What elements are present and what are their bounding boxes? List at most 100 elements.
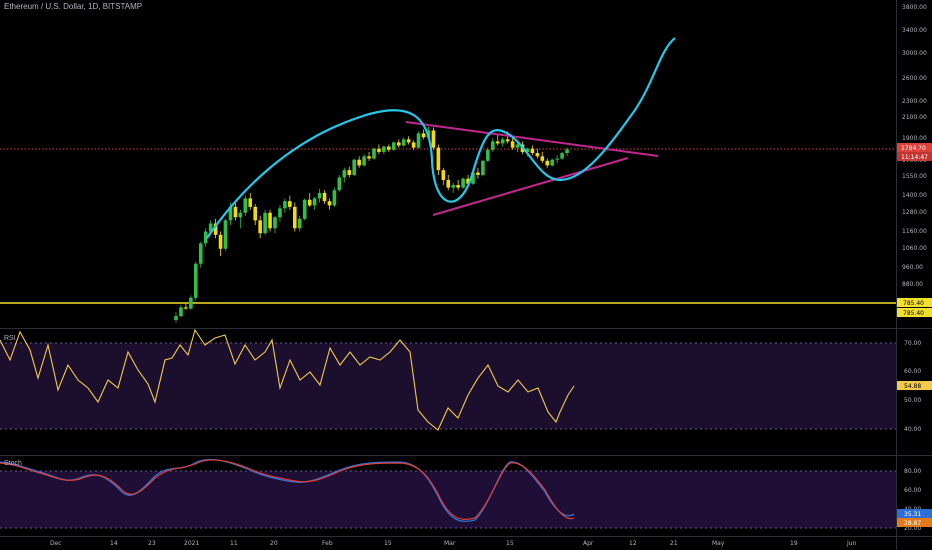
- candle-up[interactable]: [352, 159, 356, 175]
- candle-down[interactable]: [327, 201, 332, 206]
- candle-down[interactable]: [411, 142, 416, 148]
- candle-up[interactable]: [194, 263, 198, 298]
- candles-group[interactable]: [174, 126, 569, 323]
- candle-down[interactable]: [446, 179, 451, 188]
- candle-down[interactable]: [421, 133, 426, 138]
- rsi-pane-label[interactable]: RSI: [4, 335, 16, 342]
- candle-up[interactable]: [372, 148, 376, 159]
- candle-down[interactable]: [436, 147, 441, 171]
- candle-up[interactable]: [198, 243, 203, 264]
- candle-up[interactable]: [223, 220, 228, 249]
- candle-up[interactable]: [337, 177, 342, 191]
- candle-up[interactable]: [392, 142, 396, 150]
- candle-down[interactable]: [495, 141, 500, 144]
- candle-up[interactable]: [555, 158, 559, 160]
- candle-up[interactable]: [317, 192, 322, 199]
- candle-down[interactable]: [505, 139, 510, 142]
- candle-up[interactable]: [243, 198, 248, 213]
- candle-up[interactable]: [179, 307, 183, 317]
- candle-up[interactable]: [238, 212, 243, 218]
- price-tick: 2300.00: [902, 98, 927, 105]
- candle-down[interactable]: [367, 156, 371, 159]
- time-axis[interactable]: Dec 14 23 2021 11 20 Feb 15 Mar 15 Apr 1…: [50, 540, 857, 547]
- candle-up[interactable]: [401, 139, 406, 146]
- candle-up[interactable]: [273, 217, 277, 229]
- candle-down[interactable]: [466, 178, 470, 184]
- candle-up[interactable]: [283, 201, 287, 209]
- candle-up[interactable]: [203, 231, 208, 244]
- candle-down[interactable]: [347, 170, 352, 175]
- candle-up[interactable]: [560, 153, 564, 159]
- price-tick: 1280.00: [902, 209, 927, 216]
- rsi-axis[interactable]: 70.00 60.00 50.00 40.00: [904, 340, 921, 433]
- candle-down[interactable]: [396, 142, 401, 146]
- candle-up[interactable]: [174, 316, 178, 320]
- current-price-badge: [897, 143, 932, 152]
- time-tick: 12: [629, 540, 637, 547]
- candle-up[interactable]: [515, 144, 520, 148]
- candle-down[interactable]: [377, 148, 381, 152]
- candle-down[interactable]: [357, 159, 361, 166]
- candle-up[interactable]: [550, 159, 554, 166]
- stoch-pane-label[interactable]: Stoch: [4, 460, 22, 467]
- candle-down[interactable]: [248, 198, 253, 207]
- candle-down[interactable]: [268, 212, 272, 229]
- candle-up[interactable]: [491, 141, 495, 150]
- price-tick: 1900.00: [902, 135, 927, 142]
- candle-up[interactable]: [302, 199, 307, 219]
- candle-up[interactable]: [312, 198, 317, 206]
- candle-down[interactable]: [322, 192, 327, 202]
- candle-up[interactable]: [297, 218, 302, 229]
- time-tick: 20: [270, 540, 278, 547]
- candle-down[interactable]: [406, 139, 411, 143]
- candle-down[interactable]: [387, 146, 391, 150]
- candle-up[interactable]: [228, 206, 233, 221]
- candle-up[interactable]: [189, 297, 193, 309]
- candle-up[interactable]: [461, 178, 465, 188]
- candle-down[interactable]: [530, 148, 535, 154]
- candle-down[interactable]: [535, 153, 540, 157]
- candle-down[interactable]: [258, 220, 262, 234]
- symbol-title[interactable]: Ethereum / U.S. Dollar, 1D, BITSTAMP: [4, 2, 143, 11]
- candle-down[interactable]: [510, 141, 515, 148]
- candle-up[interactable]: [208, 223, 213, 232]
- candle-down[interactable]: [184, 307, 188, 309]
- candle-up[interactable]: [486, 149, 490, 161]
- candle-down[interactable]: [431, 130, 436, 148]
- candle-down[interactable]: [288, 201, 292, 207]
- candle-down[interactable]: [540, 156, 545, 161]
- time-tick: Apr: [583, 540, 594, 547]
- candle-down[interactable]: [441, 170, 446, 180]
- price-tick: 3800.00: [902, 4, 927, 11]
- wedge-upper-trendline[interactable]: [405, 121, 659, 157]
- candle-down[interactable]: [307, 199, 312, 206]
- candle-up[interactable]: [565, 149, 569, 154]
- candle-down[interactable]: [218, 234, 223, 249]
- candle-down[interactable]: [476, 172, 480, 175]
- candle-up[interactable]: [500, 139, 505, 144]
- candle-down[interactable]: [213, 223, 218, 235]
- wedge-lower-trendline[interactable]: [432, 157, 629, 216]
- candle-up[interactable]: [278, 208, 282, 218]
- candle-up[interactable]: [471, 172, 475, 184]
- candle-up[interactable]: [481, 160, 485, 175]
- candle-down[interactable]: [545, 160, 550, 166]
- price-tick: 1400.00: [902, 192, 927, 199]
- candle-up[interactable]: [382, 146, 386, 152]
- price-tick: 960.00: [902, 264, 923, 271]
- rsi-tick: 70.00: [904, 340, 921, 347]
- candle-down[interactable]: [233, 206, 238, 218]
- candle-up[interactable]: [451, 185, 455, 188]
- candle-up[interactable]: [332, 190, 337, 206]
- candle-down[interactable]: [456, 185, 460, 188]
- candle-up[interactable]: [416, 133, 421, 148]
- candle-up[interactable]: [263, 212, 267, 234]
- candle-up[interactable]: [362, 156, 366, 166]
- candle-up[interactable]: [342, 170, 347, 178]
- candle-down[interactable]: [253, 206, 257, 221]
- candle-up[interactable]: [525, 148, 530, 152]
- candle-down[interactable]: [293, 206, 297, 229]
- cup-projection-curve[interactable]: [206, 37, 676, 239]
